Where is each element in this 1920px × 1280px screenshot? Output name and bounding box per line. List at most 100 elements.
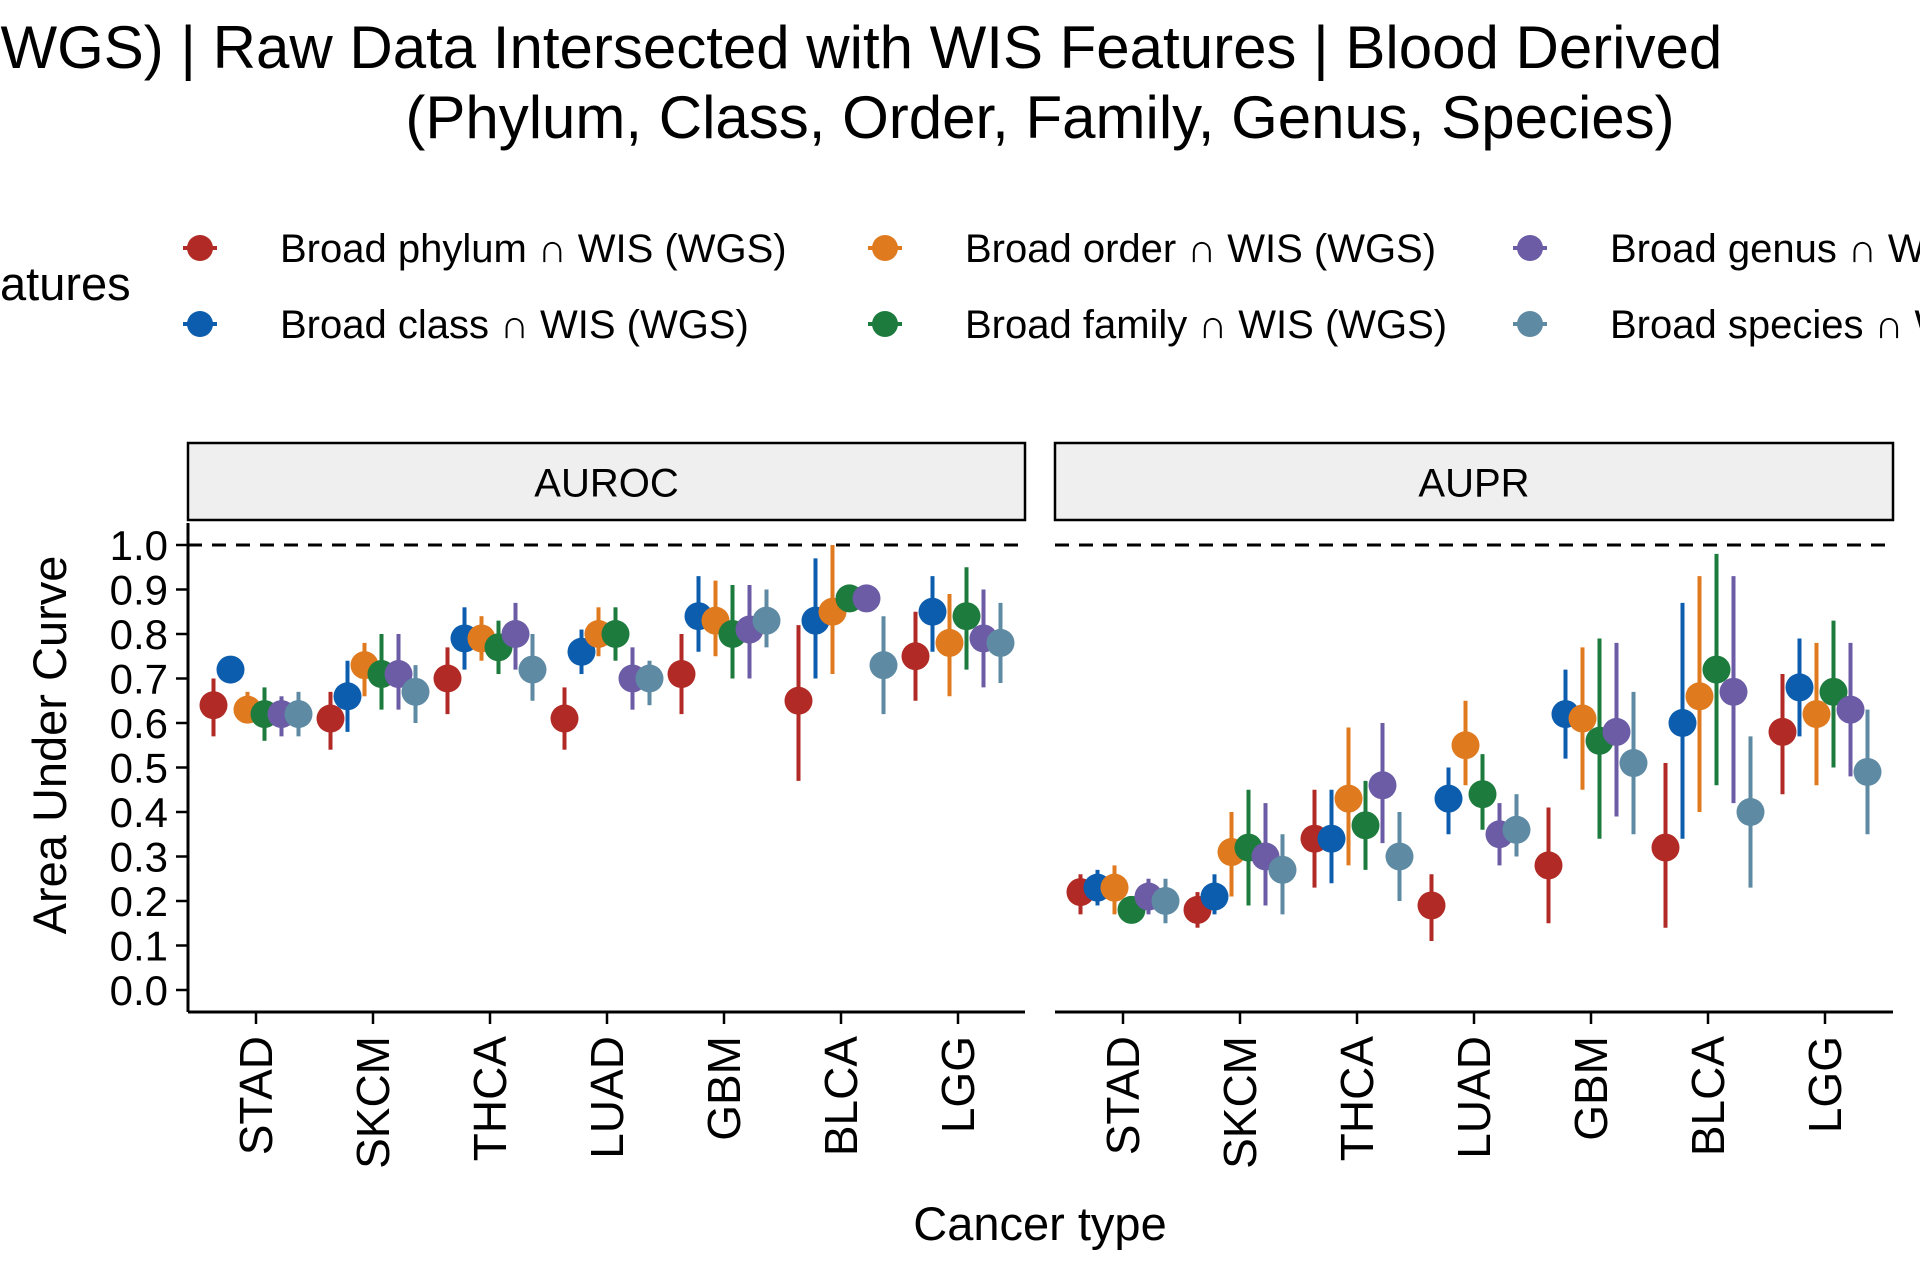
y-tick-label: 0.9 [110,567,168,614]
data-point-broad-family-wis-wgs [952,602,981,631]
data-point-broad-class-wis-wgs [1668,709,1697,737]
panel-aupr: AUPR STAD SKCM THCA LUAD GBM BLCA LGG [1053,441,1895,1169]
data-point-broad-family-wis-wgs [1702,655,1731,684]
data-point-broad-genus-w [1602,717,1631,746]
x-tick-label-gbm: GBM [698,1036,750,1141]
y-tick-label: 0.5 [110,745,168,792]
legend-label: Broad phylum ∩ WIS (WGS) [280,227,787,271]
data-point-broad-genus-w [384,660,413,689]
data-point-broad-species-w [1502,815,1531,844]
category-group-stad [199,655,313,741]
panel-strip [1053,441,1895,522]
data-point-broad-order-wis-wgs [935,628,964,657]
x-tick-label-thca: THCA [1331,1036,1383,1162]
chart-title-line1: te (WGS) | Raw Data Intersected with WIS… [0,14,1722,81]
data-point-broad-phylum-wis-wgs [433,664,462,693]
y-axis-title: Area Under Curve [23,556,76,935]
y-tick-label: 1.0 [110,522,168,569]
y-tick-label: 0.6 [110,700,168,747]
data-point-broad-family-wis-wgs [1819,677,1848,706]
data-point-broad-class-wis-wgs [567,637,596,666]
legend-item-broad-species-w: Broad species ∩ W [1513,303,1920,347]
category-group-luad [550,607,664,750]
data-point-broad-class-wis-wgs [1434,784,1463,813]
x-tick-label-stad: STAD [1097,1036,1149,1155]
data-point-broad-order-wis-wgs [1568,704,1597,733]
legend-label: Broad family ∩ WIS (WGS) [965,303,1447,347]
x-tick-label-blca: BLCA [1682,1036,1734,1156]
legend: atures Broad phylum ∩ WIS (WGS) Broad cla… [0,227,1920,347]
data-point-broad-species-w [752,606,781,635]
category-group-stad [1066,865,1180,924]
data-point-broad-order-wis-wgs [1451,731,1480,760]
y-tick-label: 0.7 [110,656,168,703]
data-point-broad-phylum-wis-wgs [901,642,930,671]
data-point-broad-phylum-wis-wgs [667,660,696,689]
data-point-broad-genus-w [852,584,881,613]
data-point-broad-family-wis-wgs [601,620,630,648]
data-point-broad-phylum-wis-wgs [1417,891,1446,920]
y-tick-label: 0.1 [110,923,168,970]
data-point-broad-species-w [401,677,430,706]
panel-auroc: AUROC 0.00.10.20.30.40.50.60.70.80.91.0 ST… [110,441,1027,1169]
x-tick-label-skcm: SKCM [1214,1036,1266,1169]
data-point-broad-genus-w [1836,695,1865,724]
category-group-skcm [1183,789,1297,928]
data-point-broad-order-wis-wgs [1685,682,1714,711]
data-point-broad-class-wis-wgs [1317,824,1346,853]
panel-strip-label: AUPR [1418,462,1529,506]
data-point-broad-order-wis-wgs [1802,700,1831,729]
category-group-gbm [667,576,781,715]
x-tick-label-stad: STAD [230,1036,282,1155]
data-point-broad-class-wis-wgs [216,655,245,684]
data-point-broad-family-wis-wgs [1351,811,1380,840]
x-tick-label-blca: BLCA [815,1036,867,1156]
panels: AUROC 0.00.10.20.30.40.50.60.70.80.91.0 ST… [110,441,1895,1169]
data-point-broad-genus-w [1719,677,1748,706]
category-group-luad [1417,700,1531,942]
data-point-broad-species-w [1619,749,1648,778]
data-point-broad-class-wis-wgs [918,597,947,626]
data-point-broad-class-wis-wgs [333,682,362,711]
data-point-broad-phylum-wis-wgs [316,704,345,733]
x-tick-label-luad: LUAD [581,1036,633,1159]
legend-label: Broad species ∩ W [1610,303,1920,347]
category-group-blca [784,545,898,781]
y-tick-label: 0.0 [110,967,168,1014]
legend-item-broad-order-wis-wgs: Broad order ∩ WIS (WGS) [868,227,1436,271]
legend-key-dot [187,235,213,261]
category-group-thca [1300,723,1414,901]
category-group-blca [1651,553,1765,928]
category-group-gbm [1534,638,1648,924]
chart-title-line2: (Phylum, Class, Order, Family, Genus, Sp… [405,84,1674,151]
data-point-broad-species-w [518,655,547,684]
legend-label: Broad class ∩ WIS (WGS) [280,303,749,347]
x-tick-label-lgg: LGG [1799,1036,1851,1133]
legend-key-dot [1517,235,1543,261]
data-point-broad-species-w [869,651,898,680]
data-point-broad-order-wis-wgs [1100,873,1129,902]
legend-key-dot [187,311,213,337]
category-group-skcm [316,634,430,750]
data-point-broad-phylum-wis-wgs [550,704,579,733]
x-tick-label-skcm: SKCM [347,1036,399,1169]
data-point-broad-phylum-wis-wgs [199,691,228,720]
legend-item-broad-phylum-wis-wgs: Broad phylum ∩ WIS (WGS) [183,227,787,271]
y-tick-label: 0.8 [110,611,168,658]
data-point-broad-species-w [1736,798,1765,826]
data-point-broad-family-wis-wgs [1468,780,1497,809]
data-point-broad-species-w [1853,757,1882,786]
legend-item-broad-class-wis-wgs: Broad class ∩ WIS (WGS) [183,303,749,347]
data-point-broad-phylum-wis-wgs [1651,833,1680,862]
y-tick-label: 0.3 [110,834,168,881]
data-point-broad-species-w [1151,887,1180,915]
data-point-broad-genus-w [501,620,530,648]
panel-strip [186,441,1027,522]
data-point-broad-phylum-wis-wgs [1768,717,1797,746]
category-group-lgg [1768,620,1882,835]
category-group-lgg [901,567,1015,701]
x-tick-label-lgg: LGG [932,1036,984,1133]
data-point-broad-species-w [284,700,313,729]
data-point-broad-class-wis-wgs [1200,882,1229,911]
